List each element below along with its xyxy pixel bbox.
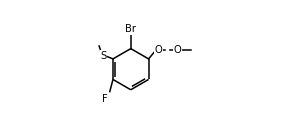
Text: Br: Br — [125, 24, 136, 34]
Text: F: F — [102, 94, 108, 104]
Text: O: O — [154, 45, 162, 55]
Text: O: O — [173, 45, 181, 55]
Text: S: S — [100, 51, 107, 61]
